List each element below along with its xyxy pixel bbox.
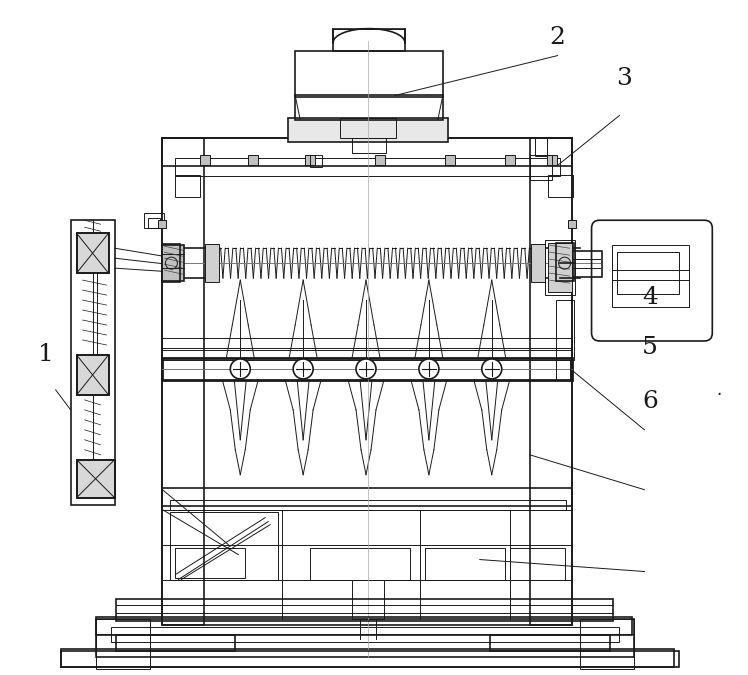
Bar bbox=[61, 649, 675, 668]
Bar bbox=[76, 460, 114, 497]
Bar bbox=[612, 245, 690, 307]
Bar bbox=[61, 651, 679, 668]
Bar bbox=[618, 252, 679, 294]
Bar bbox=[568, 220, 575, 228]
Text: 3: 3 bbox=[616, 67, 632, 90]
Bar bbox=[171, 500, 565, 510]
Bar bbox=[556, 243, 574, 281]
Bar bbox=[545, 240, 574, 295]
Bar bbox=[333, 28, 405, 51]
Bar bbox=[556, 360, 569, 380]
Text: .: . bbox=[717, 381, 722, 399]
Bar bbox=[171, 512, 278, 580]
Bar bbox=[310, 155, 322, 167]
Bar bbox=[535, 138, 547, 157]
Bar bbox=[425, 547, 505, 580]
Bar bbox=[162, 338, 571, 350]
Bar bbox=[176, 547, 245, 578]
Bar bbox=[248, 155, 258, 165]
Bar bbox=[162, 348, 571, 360]
Bar bbox=[76, 355, 108, 395]
Bar bbox=[162, 138, 571, 166]
Bar bbox=[490, 635, 610, 651]
Bar bbox=[295, 51, 443, 97]
Bar bbox=[162, 488, 571, 506]
Bar bbox=[162, 138, 571, 626]
Circle shape bbox=[482, 359, 502, 379]
Bar bbox=[144, 213, 165, 228]
Bar bbox=[288, 118, 448, 142]
Bar bbox=[445, 155, 455, 165]
Bar bbox=[550, 245, 571, 281]
Bar bbox=[548, 176, 572, 197]
Bar bbox=[206, 244, 219, 282]
Text: 4: 4 bbox=[643, 286, 658, 308]
Bar bbox=[305, 155, 315, 165]
Circle shape bbox=[419, 359, 439, 379]
Bar bbox=[76, 234, 108, 273]
Bar bbox=[200, 155, 210, 165]
Bar bbox=[148, 218, 160, 228]
Bar bbox=[176, 176, 200, 197]
Bar bbox=[96, 620, 150, 670]
Bar bbox=[352, 580, 384, 620]
Bar bbox=[76, 460, 114, 497]
Bar bbox=[548, 243, 571, 292]
Text: 1: 1 bbox=[37, 343, 53, 366]
Text: 2: 2 bbox=[549, 26, 565, 49]
Bar bbox=[295, 95, 443, 120]
Text: 6: 6 bbox=[643, 390, 658, 413]
Bar bbox=[115, 599, 613, 622]
Bar bbox=[556, 300, 574, 360]
Bar bbox=[340, 118, 396, 138]
Bar bbox=[530, 138, 571, 626]
Bar bbox=[76, 355, 108, 395]
Bar bbox=[162, 244, 180, 282]
Circle shape bbox=[293, 359, 313, 379]
Bar bbox=[352, 138, 386, 153]
Bar bbox=[96, 620, 634, 657]
Circle shape bbox=[356, 359, 376, 379]
Bar bbox=[530, 155, 551, 180]
Bar bbox=[115, 635, 236, 651]
Bar bbox=[547, 155, 557, 165]
Bar bbox=[76, 234, 108, 273]
Bar bbox=[310, 547, 410, 580]
Bar bbox=[162, 138, 204, 626]
Bar bbox=[96, 618, 633, 635]
Bar bbox=[70, 220, 114, 505]
Bar bbox=[580, 620, 634, 670]
Bar bbox=[509, 547, 565, 580]
Bar bbox=[162, 245, 185, 281]
Bar bbox=[111, 627, 619, 643]
Circle shape bbox=[230, 359, 251, 379]
Bar bbox=[571, 251, 601, 277]
Bar bbox=[159, 220, 166, 228]
Bar bbox=[505, 155, 515, 165]
Text: 5: 5 bbox=[643, 336, 658, 359]
Bar bbox=[375, 155, 385, 165]
Bar bbox=[176, 159, 560, 176]
Bar bbox=[162, 358, 571, 380]
Bar bbox=[530, 244, 545, 282]
